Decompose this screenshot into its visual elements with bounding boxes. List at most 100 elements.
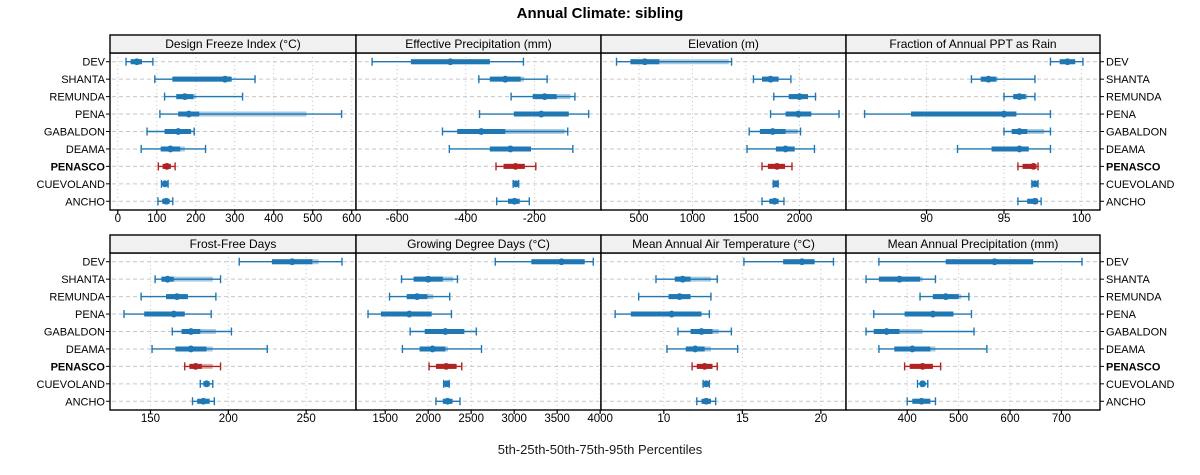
x-tick-label: 10 bbox=[657, 413, 670, 425]
median-dot bbox=[691, 345, 699, 353]
percentile-row-ancho bbox=[696, 397, 717, 406]
percentile-row-ancho bbox=[906, 397, 937, 406]
percentile-row-penasco bbox=[761, 162, 793, 171]
percentile-row-ancho bbox=[157, 197, 174, 206]
median-dot bbox=[424, 275, 432, 283]
site-label-left: PENA bbox=[75, 109, 106, 121]
percentile-row-penasco bbox=[495, 162, 537, 171]
percentile-row-ancho bbox=[435, 397, 461, 406]
percentile-row-shanta bbox=[752, 75, 792, 84]
site-label-left: SHANTA bbox=[61, 274, 105, 286]
percentile-row-penasco bbox=[184, 362, 222, 371]
percentile-row-shanta bbox=[400, 275, 459, 284]
percentile-row-penasco bbox=[428, 362, 463, 371]
x-tick-label: 500 bbox=[949, 413, 968, 425]
x-tick-label: 200 bbox=[186, 213, 205, 225]
page-title: Annual Climate: sibling bbox=[516, 5, 684, 22]
median-dot bbox=[443, 380, 451, 388]
percentile-row-gabaldon bbox=[865, 327, 975, 336]
median-dot bbox=[942, 293, 950, 301]
percentile-row-penasco bbox=[691, 362, 718, 371]
percentile-row-cuevoland bbox=[772, 179, 780, 188]
percentile-row-deama bbox=[746, 144, 816, 153]
median-dot bbox=[429, 345, 436, 353]
percentile-row-cuevoland bbox=[916, 379, 929, 388]
site-label-left: PENASCO bbox=[51, 161, 106, 173]
percentile-row-dev bbox=[743, 257, 835, 266]
panel-growing-degree-days: 1500 2000 2500 3000 3500 4000 Growing Degree D… bbox=[355, 234, 613, 425]
median-dot bbox=[767, 75, 774, 83]
median-dot bbox=[507, 145, 514, 153]
strip-title: Elevation (m) bbox=[688, 37, 759, 51]
median-dot bbox=[164, 275, 172, 283]
panel-mean-annual-precipitation: 400 500 600 700 Mean Annual Precipitation (m… bbox=[845, 234, 1104, 425]
percentile-row-pena bbox=[367, 310, 453, 319]
median-dot bbox=[511, 197, 518, 205]
site-label-right: SHANTA bbox=[1106, 274, 1150, 286]
x-tick-label: -400 bbox=[454, 213, 477, 225]
strip-header bbox=[845, 34, 1101, 54]
panel-fraction-ppt-rain: 90 95 100 Fraction of Annual PPT as Rain bbox=[845, 34, 1104, 225]
site-label-right: GABALDON bbox=[1106, 127, 1167, 139]
percentile-row-dev bbox=[371, 57, 525, 66]
median-dot bbox=[133, 58, 141, 66]
median-dot bbox=[908, 345, 916, 353]
percentile-row-gabaldon bbox=[677, 327, 733, 336]
site-label-left: DEAMA bbox=[66, 344, 106, 356]
median-dot bbox=[773, 162, 781, 170]
panel-mean-annual-air-temperature: 10 15 20 Mean Annual Air Temperature (°C) bbox=[600, 234, 847, 425]
median-dot bbox=[679, 275, 687, 283]
site-label-left: DEV bbox=[82, 257, 105, 269]
median-dot bbox=[771, 197, 779, 205]
site-label-left: REMUNDA bbox=[49, 292, 105, 304]
median-dot bbox=[405, 310, 413, 318]
median-dot bbox=[558, 258, 565, 266]
median-dot bbox=[173, 293, 181, 301]
percentile-row-deama bbox=[878, 344, 988, 353]
x-tick-label: 15 bbox=[736, 413, 749, 425]
site-label-left: CUEVOLAND bbox=[37, 379, 106, 391]
median-dot bbox=[769, 128, 777, 135]
percentile-row-penasco bbox=[1017, 162, 1039, 171]
strip-title: Growing Degree Days (°C) bbox=[407, 237, 550, 251]
median-dot bbox=[702, 380, 710, 388]
median-dot bbox=[1016, 93, 1023, 101]
median-dot bbox=[187, 328, 195, 335]
site-label-right: GABALDON bbox=[1106, 327, 1167, 339]
percentile-row-dev bbox=[494, 257, 594, 266]
x-tick-label: 200 bbox=[219, 413, 238, 425]
percentile-row-dev bbox=[1049, 57, 1084, 66]
median-dot bbox=[167, 145, 174, 153]
panel-design-freeze-index: 0 100 200 300 400 500 600 Design Freeze Index (… bbox=[106, 34, 361, 225]
median-dot bbox=[170, 310, 178, 318]
percentile-row-remunda bbox=[388, 292, 451, 301]
site-label-right: DEAMA bbox=[1106, 344, 1146, 356]
median-dot bbox=[444, 397, 451, 405]
median-dot bbox=[442, 328, 449, 335]
x-tick-label: 90 bbox=[920, 213, 933, 225]
percentile-row-deama bbox=[140, 144, 207, 153]
median-dot bbox=[896, 275, 903, 283]
percentile-row-penasco bbox=[157, 162, 176, 171]
percentile-row-deama bbox=[956, 144, 1052, 153]
site-label-left: PENASCO bbox=[51, 361, 106, 373]
strip-title: Design Freeze Index (°C) bbox=[165, 37, 301, 51]
x-tick-label: 2000 bbox=[415, 413, 441, 425]
median-dot bbox=[798, 258, 806, 266]
median-dot bbox=[541, 93, 549, 101]
median-dot bbox=[1016, 145, 1023, 153]
percentile-row-pena bbox=[614, 310, 711, 319]
percentile-row-cuevoland bbox=[199, 379, 214, 388]
site-label-left: DEV bbox=[82, 57, 105, 69]
x-tick-label: 20 bbox=[814, 413, 827, 425]
x-tick-label: 1000 bbox=[680, 213, 706, 225]
percentile-row-deama bbox=[151, 344, 268, 353]
x-tick-label: 3000 bbox=[501, 413, 527, 425]
percentile-row-dev bbox=[615, 57, 733, 66]
x-tick-label: 500 bbox=[629, 213, 648, 225]
median-dot bbox=[174, 128, 182, 135]
site-label-right: PENA bbox=[1106, 309, 1137, 321]
site-label-right: DEV bbox=[1106, 257, 1129, 269]
site-label-left: ANCHO bbox=[65, 196, 105, 208]
